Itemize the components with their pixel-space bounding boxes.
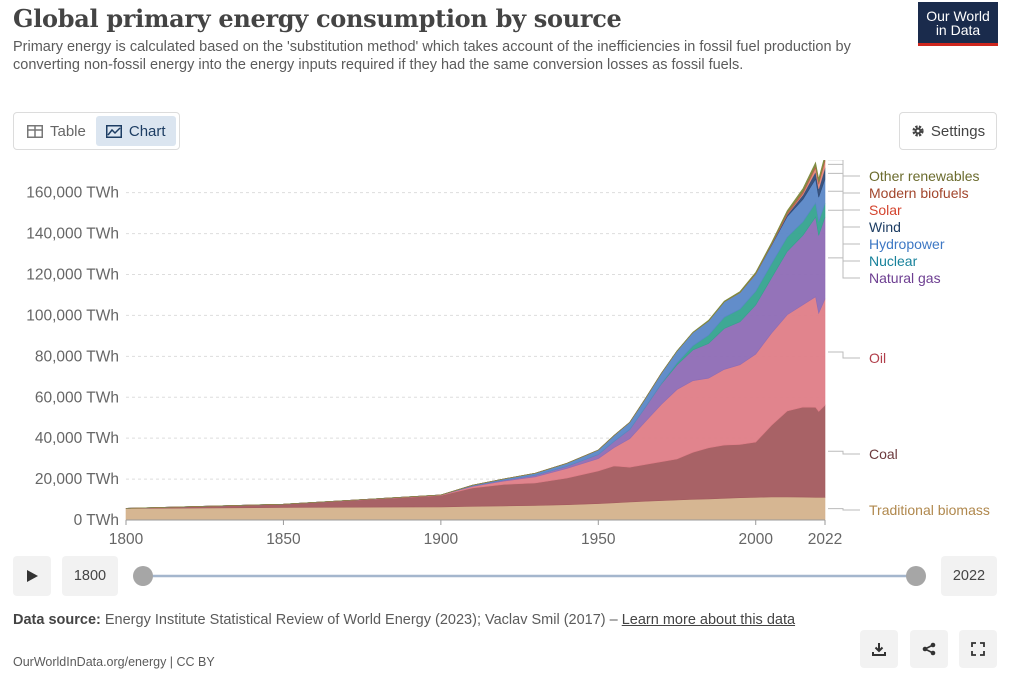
legend-label: Coal: [869, 446, 898, 462]
timeline-slider[interactable]: [130, 564, 930, 588]
data-source-label: Data source:: [13, 612, 101, 628]
legend-label: Other renewables: [869, 168, 980, 184]
legend-label: Hydropower: [869, 236, 945, 252]
chart-icon: [105, 124, 122, 138]
credit-line[interactable]: OurWorldInData.org/energy | CC BY: [13, 655, 215, 669]
x-tick-label: 1800: [109, 531, 144, 548]
y-tick-label: 120,000 TWh: [26, 267, 119, 284]
download-button[interactable]: [860, 630, 898, 668]
stacked-area-chart: 0 TWh 20,000 TWh 40,000 TWh 60,000 TWh 80,00…: [26, 160, 990, 548]
tab-chart[interactable]: Chart: [95, 116, 176, 146]
table-icon: [27, 124, 43, 138]
y-tick-label: 40,000 TWh: [35, 430, 119, 447]
legend-connector: [842, 160, 860, 177]
legend-connector: [828, 508, 860, 511]
share-button[interactable]: [910, 630, 948, 668]
timeline-start-handle[interactable]: [133, 566, 153, 586]
y-tick-label: 80,000 TWh: [35, 348, 119, 365]
tab-table[interactable]: Table: [17, 116, 96, 146]
play-icon: [26, 570, 38, 582]
legend-label: Nuclear: [869, 253, 918, 269]
legend-connector: [828, 257, 860, 279]
x-tick-label: 2000: [738, 531, 773, 548]
timeline-end-handle[interactable]: [906, 566, 926, 586]
legend-connector: [828, 351, 860, 359]
legend-label: Oil: [869, 350, 886, 366]
settings-label: Settings: [930, 122, 986, 140]
legend-label: Modern biofuels: [869, 185, 969, 201]
legend-connector: [828, 163, 860, 211]
owid-logo[interactable]: Our World in Data: [918, 2, 998, 46]
settings-button[interactable]: Settings: [899, 112, 997, 150]
timeline-start-label[interactable]: 1800: [62, 556, 118, 596]
legend-label: Solar: [869, 202, 902, 218]
tab-table-label: Table: [50, 122, 86, 140]
learn-more-link[interactable]: Learn more about this data: [621, 612, 796, 628]
tab-chart-label: Chart: [128, 122, 166, 140]
chart-subtitle: Primary energy is calculated based on th…: [13, 39, 851, 73]
share-icon: [922, 642, 936, 656]
timeline-end-label[interactable]: 2022: [941, 556, 997, 596]
gear-icon: [912, 125, 924, 137]
legend-connector: [828, 209, 860, 262]
area-other-renewables: [125, 160, 825, 509]
legend-connector: [828, 190, 860, 245]
legend-connector: [828, 172, 860, 228]
data-source-text: Energy Institute Statistical Review of W…: [104, 612, 622, 628]
logo-line-2: in Data: [935, 22, 981, 38]
fullscreen-icon: [971, 642, 985, 656]
fullscreen-button[interactable]: [959, 630, 997, 668]
y-tick-label: 0 TWh: [74, 512, 119, 529]
x-tick-label: 2022: [808, 531, 842, 548]
y-tick-label: 60,000 TWh: [35, 389, 119, 406]
data-source: Data source: Energy Institute Statistica…: [13, 611, 833, 629]
legend-label: Natural gas: [869, 270, 941, 286]
y-tick-label: 160,000 TWh: [26, 185, 119, 202]
y-tick-label: 140,000 TWh: [26, 226, 119, 243]
x-tick-label: 1900: [424, 531, 459, 548]
legend-connector: [828, 450, 860, 455]
download-icon: [872, 643, 886, 656]
play-button[interactable]: [13, 556, 51, 596]
chart-title: Global primary energy consumption by sou…: [13, 4, 622, 33]
logo-line-1: Our World: [926, 8, 990, 24]
x-tick-label: 1950: [581, 531, 616, 548]
legend-label: Wind: [869, 219, 901, 235]
x-tick-label: 1850: [266, 531, 301, 548]
view-tabs: Table Chart: [13, 112, 180, 150]
legend-label: Traditional biomass: [869, 502, 990, 518]
y-tick-label: 20,000 TWh: [35, 471, 119, 488]
y-tick-label: 100,000 TWh: [26, 307, 119, 324]
